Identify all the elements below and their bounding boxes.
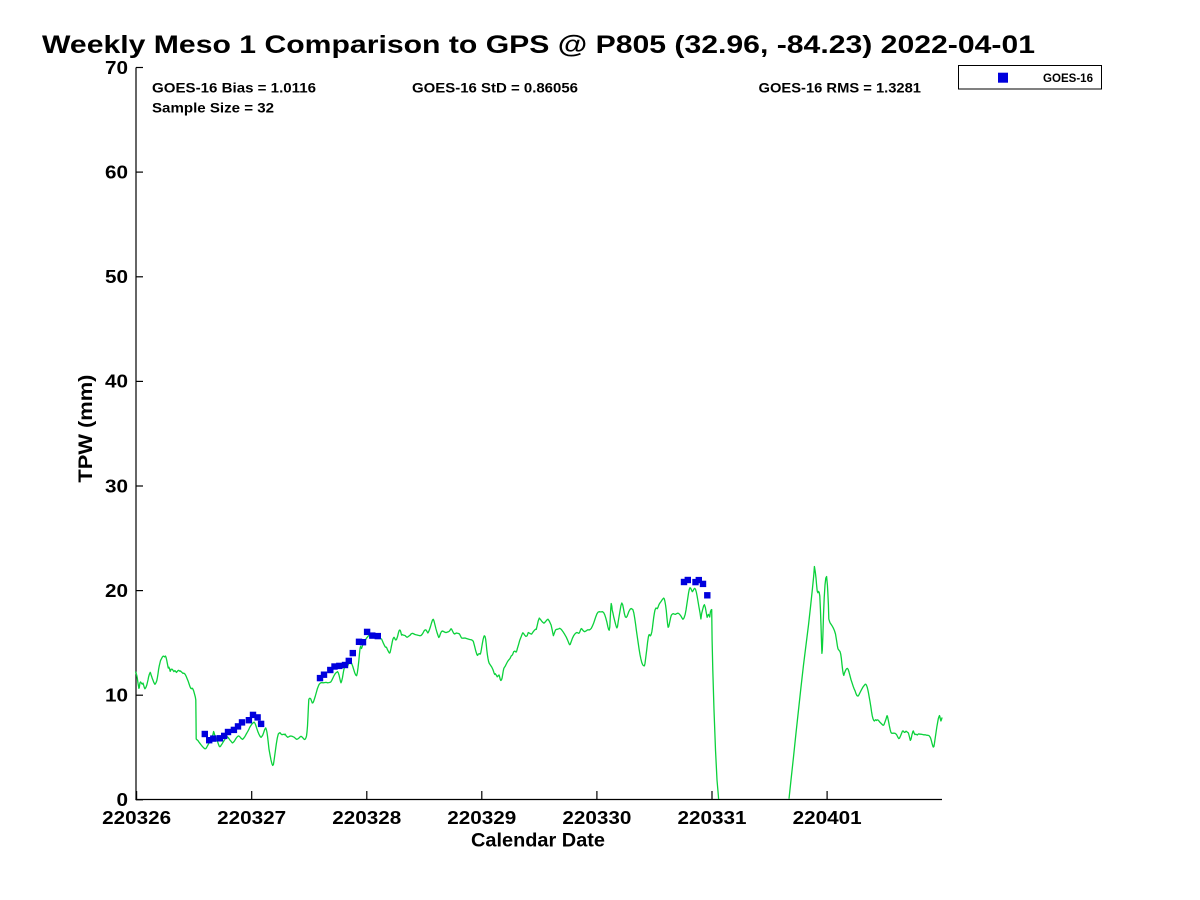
svg-text:220327: 220327 xyxy=(217,808,286,828)
svg-text:Calendar Date: Calendar Date xyxy=(471,830,605,852)
svg-text:50: 50 xyxy=(105,267,128,287)
svg-text:GOES-16 RMS = 1.3281: GOES-16 RMS = 1.3281 xyxy=(759,80,922,96)
svg-text:GOES-16 Bias = 1.0116: GOES-16 Bias = 1.0116 xyxy=(152,80,316,96)
svg-text:220331: 220331 xyxy=(678,808,747,828)
svg-text:220330: 220330 xyxy=(562,808,631,828)
svg-text:220326: 220326 xyxy=(102,808,171,828)
svg-text:60: 60 xyxy=(105,162,128,182)
svg-text:220401: 220401 xyxy=(793,808,862,828)
svg-text:Weekly Meso 1 Comparison to GP: Weekly Meso 1 Comparison to GPS @ P805 (… xyxy=(42,31,1035,59)
svg-text:GOES-16 StD = 0.86056: GOES-16 StD = 0.86056 xyxy=(412,80,578,96)
svg-text:GOES-16: GOES-16 xyxy=(1043,73,1093,85)
svg-text:20: 20 xyxy=(105,581,128,601)
svg-text:TPW (mm): TPW (mm) xyxy=(75,375,97,483)
svg-text:220329: 220329 xyxy=(447,808,516,828)
svg-text:10: 10 xyxy=(105,686,128,706)
svg-text:0: 0 xyxy=(117,790,129,810)
svg-text:30: 30 xyxy=(105,476,128,496)
svg-text:70: 70 xyxy=(105,58,128,78)
svg-text:Sample Size = 32: Sample Size = 32 xyxy=(152,100,274,116)
svg-text:220328: 220328 xyxy=(332,808,401,828)
svg-text:40: 40 xyxy=(105,372,128,392)
